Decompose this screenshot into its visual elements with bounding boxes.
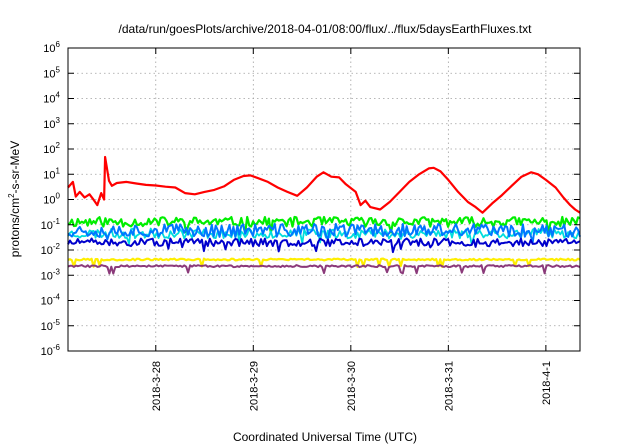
y-tick-label: 106 [43, 40, 60, 55]
series-line [67, 222, 581, 244]
chart-title: /data/run/goesPlots/archive/2018-04-01/0… [119, 22, 533, 36]
series-line [67, 155, 581, 214]
series-group [67, 155, 581, 275]
series-line [67, 215, 581, 235]
x-tick-label: 2018-3-31 [443, 361, 455, 411]
y-axis-label: protons/cm2-s-sr-MeV [7, 141, 22, 257]
x-tick-label: 2018-3-30 [346, 361, 358, 411]
x-tick-label: 2018-3-28 [151, 361, 163, 411]
y-tick-label: 10-6 [41, 343, 61, 358]
y-tick-label: 103 [43, 116, 60, 131]
y-tick-label: 10-3 [41, 267, 61, 282]
x-axis-label: Coordinated Universal Time (UTC) [233, 430, 417, 444]
series-line [67, 237, 581, 254]
grid [68, 48, 580, 351]
y-tick-label: 100 [43, 192, 60, 207]
y-tick-label: 10-5 [41, 318, 61, 333]
series-line [67, 264, 581, 275]
y-tick-label: 10-1 [41, 217, 61, 232]
x-tick-label: 2018-3-29 [248, 361, 260, 411]
y-tick-label: 10-4 [41, 293, 61, 308]
x-tick-label: 2018-4-1 [541, 361, 553, 405]
series-line [67, 257, 581, 268]
x-axis: 2018-3-28 2018-3-29 2018-3-30 2018-3-31 2018… [151, 48, 553, 411]
y-tick-label: 105 [43, 65, 60, 80]
y-tick-label: 104 [43, 91, 60, 106]
y-axis: 10-6 10-5 10-4 10-3 10-2 10-1 100 101 102 103 104 1… [41, 40, 580, 358]
y-tick-label: 102 [43, 141, 60, 156]
y-tick-label: 10-2 [41, 242, 61, 257]
y-tick-label: 101 [43, 166, 60, 181]
